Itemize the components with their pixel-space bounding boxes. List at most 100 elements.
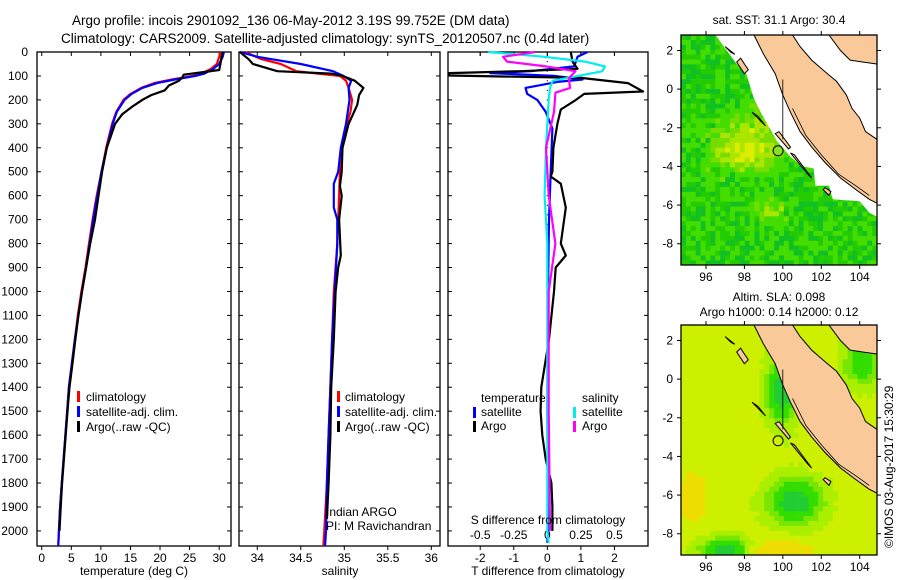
map-cell [720,476,726,483]
map-cell [725,432,731,438]
map-cell [808,525,814,532]
map-cell [720,113,726,119]
map-cell [759,113,765,119]
map-cell [695,64,701,70]
map-cell [857,240,863,246]
map-cell [823,211,829,217]
contour-line [792,398,870,486]
map-cell [832,525,839,532]
map-cell [877,40,882,45]
map-cell [700,93,706,99]
map-cell [705,167,711,173]
map-cell [690,550,696,555]
map-cell [685,447,692,453]
map-cell [710,69,716,75]
map-cell [744,93,750,99]
map-cell [725,123,731,129]
map-cell [730,137,736,144]
map-cell [754,413,760,419]
map-cell [685,481,692,487]
map-cell [700,260,706,265]
map-cell [823,339,829,345]
map-cell [842,235,848,242]
map-cell [685,137,692,144]
map-cell [725,74,731,80]
map-cell [759,496,765,502]
map-cell [798,462,804,468]
map-cell [823,516,829,522]
map-cell [798,516,804,522]
map-cell [754,240,760,246]
map-cell [813,235,819,242]
map-cell [681,245,687,251]
map-cell [798,211,804,217]
map-cell [695,240,701,246]
map-cell [705,137,711,144]
map-cell [837,467,843,473]
map-cell [808,457,814,463]
map-cell [837,221,843,227]
map-cell [705,182,711,188]
map-cell [710,123,716,129]
map-cell [710,427,716,434]
map-cell [842,354,848,360]
map-cell [681,437,687,443]
map-cell [754,118,760,124]
map-cell [759,535,765,541]
map-cell [769,418,775,424]
map-cell [764,245,770,251]
map-cell [857,511,863,517]
map-cell [744,142,750,148]
map-cell [705,196,711,202]
map-cell [754,334,760,340]
map-cell [710,59,716,65]
map-cell [818,260,824,265]
map-cell [685,462,692,468]
map-cell [730,226,736,232]
map-cell [739,550,745,555]
map-cell [690,162,696,168]
map-cell [862,245,868,251]
map-cell [759,339,765,345]
map-cell [769,235,775,242]
map-cell [872,383,877,389]
map-cell [690,196,696,202]
map-cell [715,496,721,502]
map-cell [813,535,819,541]
map-cell [779,182,785,188]
map-cell [725,511,731,517]
map-cell [690,98,696,104]
map-cell [700,177,706,183]
map-cell [872,408,877,414]
map-cell [852,201,858,207]
map-cell [749,476,755,483]
map-cell [774,393,780,399]
map-cell [852,530,858,536]
zero-dotted-line [546,80,548,82]
map-cell [852,550,858,555]
map-cell [754,128,760,134]
map-cell [764,467,770,473]
map-cell [720,457,726,463]
map-cell [685,39,692,46]
map-cell [744,369,750,375]
map-cell [788,437,794,443]
map-cell [759,452,765,458]
map-cell [725,339,731,345]
map-cell [764,152,770,158]
map-cell [823,221,829,227]
map-cell [798,226,804,232]
map-cell [857,383,863,389]
map-cell [739,88,745,95]
map-cell [823,481,829,487]
map-cell [823,206,829,212]
map-cell [700,118,706,124]
island-land [736,57,749,75]
map-cell [734,442,741,448]
map-cell [725,388,731,394]
map-cell [779,418,785,424]
map-cell [764,408,770,414]
map-cell [700,496,706,502]
map-cell [813,191,819,197]
map-cell [877,256,882,261]
